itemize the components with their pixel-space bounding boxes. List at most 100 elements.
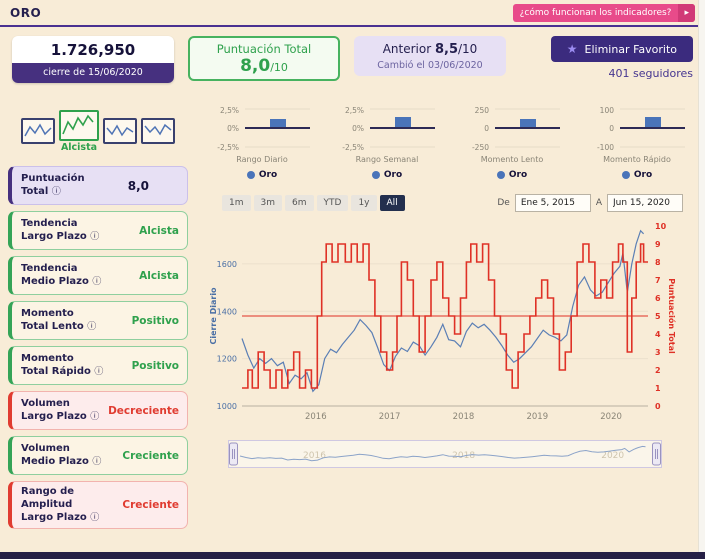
- svg-text:0%: 0%: [227, 124, 239, 133]
- chart-navigator[interactable]: 2016 2018 2020: [228, 440, 662, 468]
- svg-text:7: 7: [655, 276, 661, 285]
- range-button-6m[interactable]: 6m: [285, 195, 314, 211]
- gauge-1: 2,5% 0% -2,5% Rango Semanal Oro: [337, 103, 437, 180]
- svg-text:0: 0: [655, 402, 661, 411]
- info-icon[interactable]: ⓘ: [90, 232, 100, 243]
- indicator-label: Puntuación Total ⓘ: [21, 173, 85, 198]
- trend-thumbnail-3[interactable]: [103, 118, 137, 144]
- sparkline-icon: [62, 114, 94, 134]
- indicator-value: Alcista: [139, 269, 179, 282]
- indicator-label: Tendencia Largo Plazo ⓘ: [21, 218, 100, 243]
- gauge-plot: 250 0 -250: [472, 106, 560, 152]
- price-card: 1.726,950 cierre de 15/06/2020: [12, 36, 174, 83]
- indicator-label: Tendencia Medio Plazo ⓘ: [21, 263, 102, 288]
- gauge-0: 2,5% 0% -2,5% Rango Diario Oro: [212, 103, 312, 180]
- sparkline-icon: [24, 123, 52, 137]
- indicator-row-7[interactable]: Rango de Amplitud Largo Plazo ⓘ Creciente: [8, 481, 188, 529]
- help-button-label: ¿cómo funcionan los indicadores?: [519, 7, 672, 18]
- info-icon[interactable]: ⓘ: [92, 457, 102, 468]
- indicator-row-5[interactable]: Volumen Largo Plazo ⓘ Decreciente: [8, 391, 188, 430]
- svg-text:0%: 0%: [352, 124, 364, 133]
- date-to-input[interactable]: [607, 194, 683, 212]
- svg-text:2016: 2016: [303, 451, 326, 461]
- bottom-strip: [0, 552, 705, 559]
- indicator-row-1[interactable]: Tendencia Largo Plazo ⓘ Alcista: [8, 211, 188, 250]
- previous-label: Anterior: [382, 42, 432, 56]
- info-icon[interactable]: ⓘ: [94, 367, 104, 378]
- legend-dot-icon: [496, 171, 505, 179]
- gauge-title: Rango Diario: [236, 155, 288, 164]
- svg-text:5: 5: [655, 312, 661, 321]
- range-button-YTD[interactable]: YTD: [316, 195, 349, 211]
- indicator-label: Volumen Largo Plazo ⓘ: [21, 398, 100, 423]
- range-button-3m[interactable]: 3m: [253, 195, 282, 211]
- sparkline-icon: [144, 123, 172, 136]
- gauge-legend[interactable]: Oro: [246, 170, 277, 180]
- main-chart[interactable]: 1000 1200 1400 1600 0 1 2 3 4 5 6 7 8 9 10 2016 2017 2018…: [204, 216, 676, 432]
- svg-text:2,5%: 2,5%: [345, 106, 364, 115]
- gauge-plot: 100 0 -100: [597, 106, 685, 152]
- indicator-label: Volumen Medio Plazo ⓘ: [21, 443, 102, 468]
- indicator-value: Alcista: [139, 224, 179, 237]
- page-right-gutter: [698, 0, 705, 552]
- legend-dot-icon: [246, 171, 255, 179]
- score-denominator: /10: [270, 61, 288, 74]
- gauge-title: Momento Lento: [480, 155, 544, 164]
- indicator-value: Decreciente: [108, 404, 179, 417]
- range-button-All[interactable]: All: [379, 195, 405, 211]
- svg-text:2016: 2016: [305, 412, 327, 422]
- range-button-1m[interactable]: 1m: [222, 195, 251, 211]
- indicator-row-6[interactable]: Volumen Medio Plazo ⓘ Creciente: [8, 436, 188, 475]
- gauge-plot: 2,5% 0% -2,5%: [217, 106, 310, 152]
- previous-change-date: Cambió el 03/06/2020: [377, 60, 483, 71]
- gauge-title: Rango Semanal: [355, 155, 419, 164]
- svg-text:-100: -100: [597, 143, 614, 152]
- gauge-legend[interactable]: Oro: [621, 170, 652, 180]
- indicator-row-4[interactable]: Momento Total Rápido ⓘ Positivo: [8, 346, 188, 385]
- info-icon[interactable]: ⓘ: [51, 187, 61, 198]
- topbar: ORO ¿cómo funcionan los indicadores? ▸: [0, 0, 705, 27]
- svg-text:Puntuación Total: Puntuación Total: [667, 278, 676, 354]
- indicator-label: Momento Total Rápido ⓘ: [21, 353, 104, 378]
- range-buttons: 1m 3m 6m YTD 1y All: [222, 195, 405, 211]
- gauge-legend[interactable]: Oro: [496, 170, 527, 180]
- info-icon[interactable]: ⓘ: [87, 322, 97, 333]
- info-icon[interactable]: ⓘ: [90, 412, 100, 423]
- trend-thumbnail-2-selected[interactable]: [59, 109, 99, 141]
- favorite-column: ★ Eliminar Favorito 401 seguidores: [550, 36, 693, 80]
- trend-state-label: Alcista: [60, 141, 98, 153]
- total-score-card: Puntuación Total 8,0/10: [188, 36, 340, 81]
- navigator-left-handle[interactable]: [229, 442, 238, 466]
- chart-content: 2,5% 0% -2,5% Rango Diario Oro 2,5% 0% -2,5% Ran…: [198, 99, 697, 529]
- indicator-row-2[interactable]: Tendencia Medio Plazo ⓘ Alcista: [8, 256, 188, 295]
- indicator-value: Positivo: [131, 314, 179, 327]
- gauge-title: Momento Rápido: [603, 155, 671, 164]
- range-button-1y[interactable]: 1y: [351, 195, 377, 211]
- date-to-label: A: [595, 198, 602, 208]
- trend-thumbnail-1[interactable]: [21, 118, 55, 144]
- svg-text:100: 100: [600, 106, 615, 115]
- how-indicators-button[interactable]: ¿cómo funcionan los indicadores? ▸: [512, 3, 695, 22]
- info-icon[interactable]: ⓘ: [90, 513, 100, 523]
- indicator-row-3[interactable]: Momento Total Lento ⓘ Positivo: [8, 301, 188, 340]
- trend-thumbnail-4[interactable]: [141, 118, 175, 144]
- svg-text:2020: 2020: [600, 412, 622, 422]
- previous-score-line: Anterior 8,5/10: [354, 42, 506, 57]
- svg-text:6: 6: [655, 294, 661, 303]
- indicator-label: Momento Total Lento ⓘ: [21, 308, 97, 333]
- trend-thumbnails: Alcista: [8, 99, 188, 163]
- price-value: 1.726,950: [50, 41, 136, 59]
- gauge-legend[interactable]: Oro: [371, 170, 402, 180]
- remove-favorite-button[interactable]: ★ Eliminar Favorito: [550, 36, 693, 62]
- svg-text:-2,5%: -2,5%: [342, 143, 364, 152]
- date-from-input[interactable]: [514, 194, 591, 212]
- svg-text:2020: 2020: [601, 451, 624, 461]
- svg-text:8: 8: [655, 258, 661, 267]
- indicator-sidebar: Alcista Puntuación Total ⓘ 8,0 Tendencia Lar…: [8, 99, 188, 529]
- legend-dot-icon: [371, 171, 380, 179]
- selected-trend-wrap: Alcista: [59, 109, 99, 153]
- info-icon[interactable]: ⓘ: [92, 277, 102, 288]
- navigator-right-handle[interactable]: [652, 442, 661, 466]
- indicator-row-0[interactable]: Puntuación Total ⓘ 8,0: [8, 166, 188, 205]
